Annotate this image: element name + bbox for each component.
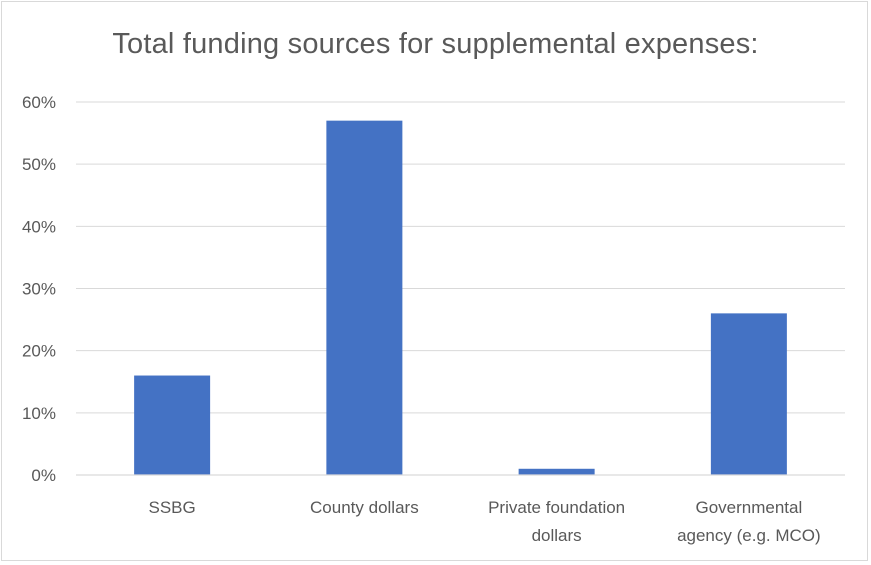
y-tick-label: 30%	[22, 280, 56, 299]
chart-title: Total funding sources for supplemental e…	[112, 28, 759, 60]
x-category-label: Private foundation dollars	[488, 498, 625, 545]
x-category-label: SSBG	[149, 498, 196, 517]
x-category-label: County dollars	[310, 498, 419, 517]
y-tick-label: 10%	[22, 404, 56, 423]
y-tick-label: 0%	[31, 466, 56, 485]
y-tick-label: 50%	[22, 155, 56, 174]
bar	[518, 468, 595, 475]
y-tick-label: 40%	[22, 217, 56, 236]
x-category-label: Governmental agency (e.g. MCO)	[677, 498, 821, 545]
y-tick-label: 20%	[22, 342, 56, 361]
bar	[134, 375, 211, 475]
bar	[326, 120, 403, 476]
bar	[710, 313, 787, 475]
y-tick-label: 60%	[22, 93, 56, 112]
